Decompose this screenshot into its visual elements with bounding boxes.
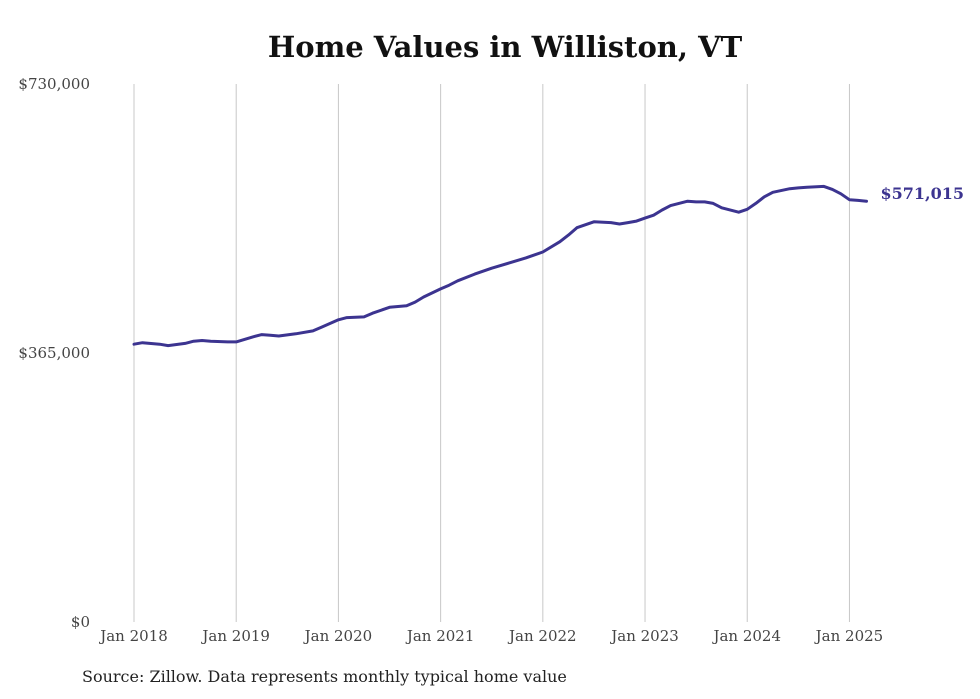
x-tick-label: Jan 2018 (98, 627, 168, 645)
x-tick-label: Jan 2025 (814, 627, 884, 645)
end-value-label: $571,015 (880, 184, 964, 203)
series-line (132, 184, 868, 348)
x-tick-label: Jan 2020 (303, 627, 373, 645)
x-tick-label: Jan 2023 (609, 627, 679, 645)
y-axis-ticks: $0 $365,000 $730,000 (18, 75, 90, 631)
y-tick-label: $365,000 (18, 344, 90, 362)
x-tick-label: Jan 2019 (200, 627, 270, 645)
series-layer: $571,015 (132, 184, 964, 348)
x-tick-label: Jan 2021 (405, 627, 475, 645)
chart-title: Home Values in Williston, VT (267, 30, 743, 64)
x-tick-label: Jan 2024 (711, 627, 781, 645)
x-axis-ticks: Jan 2018 Jan 2019 Jan 2020 Jan 2021 Jan 2022… (98, 627, 883, 645)
y-tick-label: $0 (71, 613, 90, 631)
source-note: Source: Zillow. Data represents monthly … (82, 667, 567, 686)
gridlines (133, 84, 850, 622)
y-tick-label: $730,000 (18, 75, 90, 93)
x-tick-label: Jan 2022 (507, 627, 577, 645)
